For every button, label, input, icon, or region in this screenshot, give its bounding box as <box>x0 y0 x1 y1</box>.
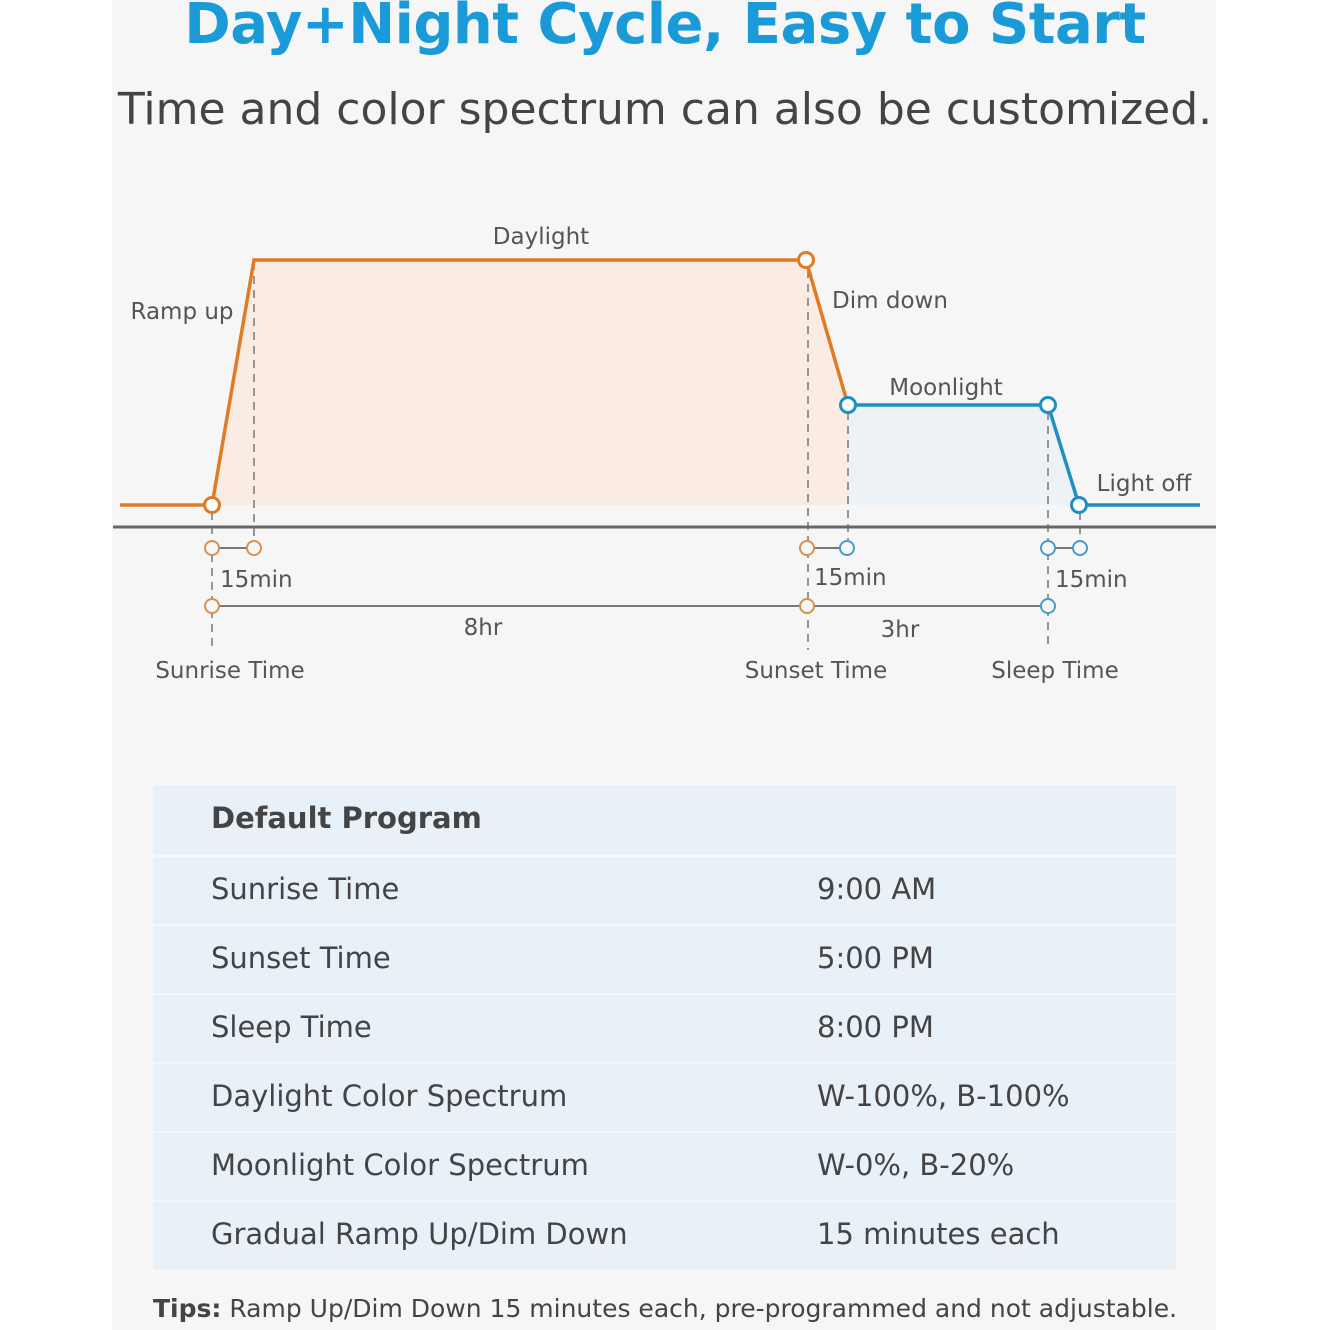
page-title: Day+Night Cycle, Easy to Start <box>184 0 1146 57</box>
label-day-duration: 8hr <box>464 615 503 641</box>
table-header: Default Program <box>153 785 1176 857</box>
sunrise-point <box>203 496 221 514</box>
table-title: Default Program <box>211 801 482 835</box>
table-row: Sleep Time 8:00 PM <box>153 995 1176 1064</box>
off-point <box>1070 496 1088 514</box>
row-value: W-100%, B-100% <box>817 1079 1070 1113</box>
table-row: Sunset Time 5:00 PM <box>153 926 1176 995</box>
label-off-duration: 15min <box>1055 567 1128 593</box>
row-value: W-0%, B-20% <box>817 1148 1015 1182</box>
light-cycle-diagram: Daylight Ramp up Dim down Moonlight Ligh… <box>113 224 1216 684</box>
label-moonlight: Moonlight <box>889 375 1003 401</box>
duration-marker <box>1040 540 1056 556</box>
row-value: 8:00 PM <box>817 1010 934 1044</box>
table-row: Sunrise Time 9:00 AM <box>153 857 1176 926</box>
moonlight-area <box>848 405 1079 505</box>
duration-marker <box>246 540 262 556</box>
page-subtitle: Time and color spectrum can also be cust… <box>117 84 1213 135</box>
night-curve <box>848 403 1200 507</box>
row-label: Sunset Time <box>211 941 391 975</box>
label-light-off: Light off <box>1097 471 1193 497</box>
daylight-area <box>212 260 848 505</box>
label-dim-down: Dim down <box>832 288 948 314</box>
duration-marker <box>204 540 220 556</box>
table-row: Gradual Ramp Up/Dim Down 15 minutes each <box>153 1202 1176 1271</box>
duration-marker <box>204 598 220 614</box>
tips-label: Tips: <box>153 1294 222 1323</box>
table-row: Daylight Color Spectrum W-100%, B-100% <box>153 1064 1176 1133</box>
default-program-table: Default Program Sunrise Time 9:00 AM Suns… <box>153 785 1176 1271</box>
duration-marker <box>1072 540 1088 556</box>
row-value: 5:00 PM <box>817 941 934 975</box>
table-row: Moonlight Color Spectrum W-0%, B-20% <box>153 1133 1176 1202</box>
label-moon-duration: 3hr <box>881 617 920 643</box>
sunset-point <box>797 251 815 269</box>
duration-marker <box>799 598 815 614</box>
row-label: Sunrise Time <box>211 872 400 906</box>
row-value: 9:00 AM <box>817 872 937 906</box>
row-label: Gradual Ramp Up/Dim Down <box>211 1217 628 1251</box>
tips-text: Ramp Up/Dim Down 15 minutes each, pre-pr… <box>221 1294 1178 1323</box>
label-sunrise-time: Sunrise Time <box>155 658 304 684</box>
label-ramp-duration: 15min <box>220 567 293 593</box>
label-daylight: Daylight <box>493 224 589 250</box>
row-value: 15 minutes each <box>817 1217 1060 1251</box>
tips-note: Tips: Ramp Up/Dim Down 15 minutes each, … <box>153 1294 1177 1323</box>
day-curve <box>120 258 850 507</box>
row-label: Sleep Time <box>211 1010 372 1044</box>
row-label: Moonlight Color Spectrum <box>211 1148 589 1182</box>
duration-marker <box>1040 598 1056 614</box>
label-sunset-time: Sunset Time <box>745 658 888 684</box>
label-ramp-up: Ramp up <box>130 299 233 325</box>
row-label: Daylight Color Spectrum <box>211 1079 568 1113</box>
moon-start-point <box>839 396 857 414</box>
duration-marker <box>839 540 855 556</box>
label-dim-duration: 15min <box>814 565 887 591</box>
sleep-point <box>1039 396 1057 414</box>
label-sleep-time: Sleep Time <box>991 658 1119 684</box>
duration-marker <box>799 540 815 556</box>
